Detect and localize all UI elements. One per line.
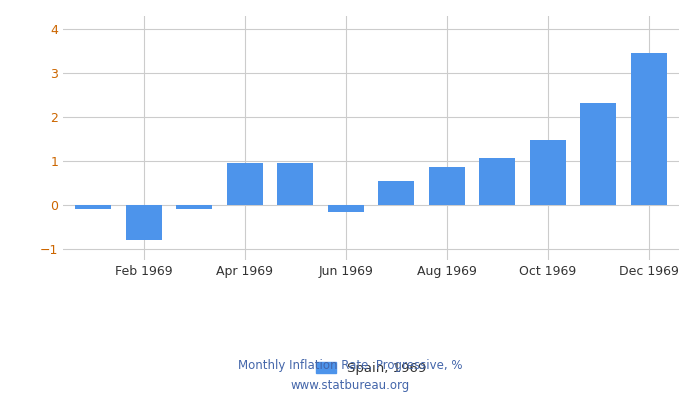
Bar (529, 140, 566, 205)
Bar (277, 163, 314, 205)
Bar (75, 205, 111, 210)
Bar (227, 163, 263, 205)
Bar (125, 205, 162, 240)
Bar (479, 158, 515, 205)
Bar (176, 205, 213, 210)
Legend: Spain, 1969: Spain, 1969 (311, 356, 431, 380)
Text: Monthly Inflation Rate, Progressive, %: Monthly Inflation Rate, Progressive, % (238, 360, 462, 372)
Bar (328, 205, 364, 212)
Bar (580, 103, 617, 205)
Bar (428, 167, 465, 205)
Bar (631, 53, 667, 205)
Text: www.statbureau.org: www.statbureau.org (290, 380, 410, 392)
Bar (378, 181, 414, 205)
